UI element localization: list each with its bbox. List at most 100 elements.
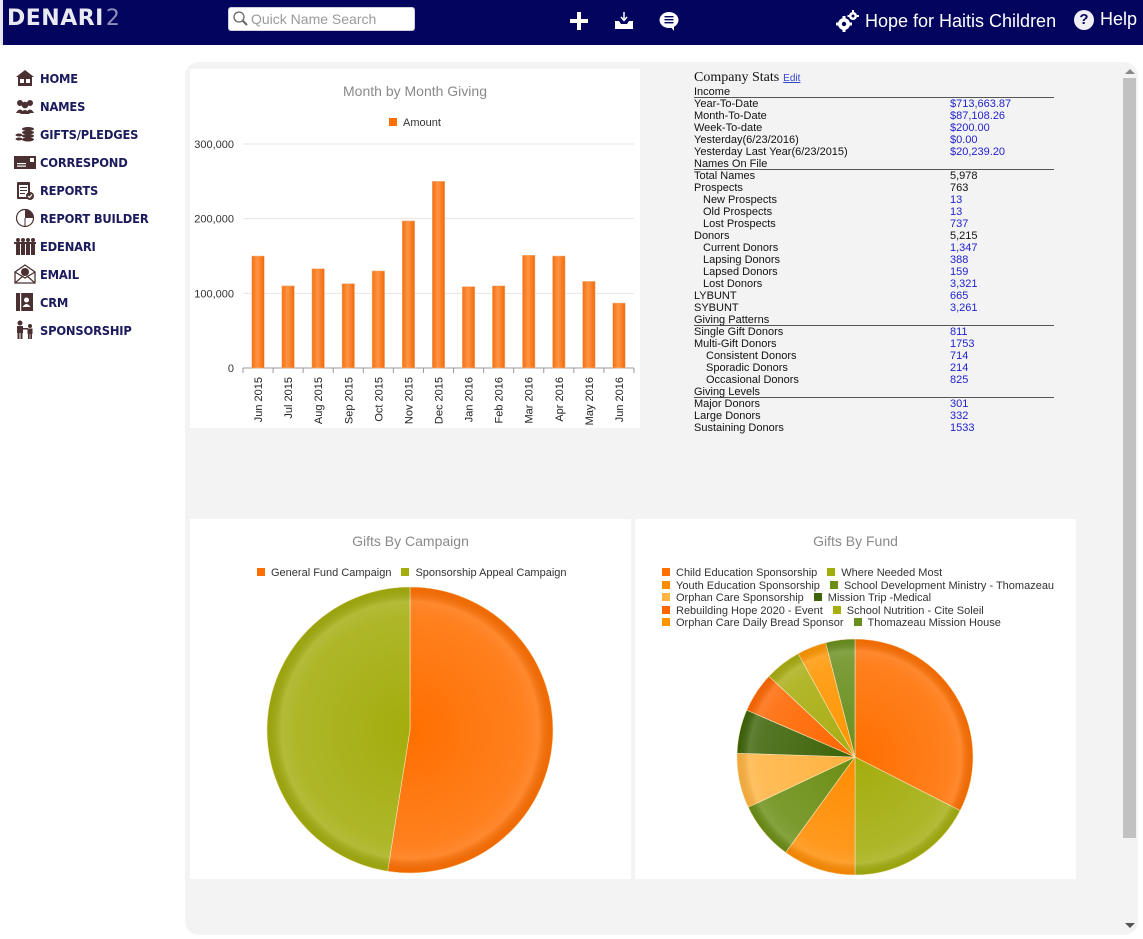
stats-label: Lost Donors <box>703 278 763 290</box>
stats-value[interactable]: 3,261 <box>950 302 978 314</box>
sidebar-item-label: EDENARI <box>40 238 96 254</box>
sidebar-item-reports[interactable]: REPORTS <box>14 176 179 204</box>
stats-row: Lost Prospects 737 <box>694 218 1054 230</box>
scrollbar-thumb[interactable] <box>1123 78 1136 838</box>
scroll-down-arrow-icon[interactable] <box>1125 923 1135 928</box>
organization-settings[interactable]: Hope for Haitis Children <box>835 10 1056 32</box>
bar-mar-2016[interactable] <box>522 255 536 369</box>
legend-swatch <box>662 568 670 576</box>
y-tick-label: 0 <box>228 363 234 375</box>
stats-row: Lost Donors 3,321 <box>694 278 1054 290</box>
stats-value[interactable]: 1753 <box>950 338 975 350</box>
stats-label: Yesterday(6/23/2016) <box>694 134 799 146</box>
stats-value[interactable]: 214 <box>950 362 969 374</box>
stats-value: 5,215 <box>950 230 978 242</box>
quick-name-search[interactable] <box>228 7 415 31</box>
envelope-open-icon <box>14 264 36 284</box>
sidebar-item-email[interactable]: EMAIL <box>14 260 179 288</box>
legend-item-thomazeau-mission-house[interactable]: Thomazeau Mission House <box>853 617 1001 630</box>
stats-value[interactable]: $20,239.20 <box>950 146 1006 158</box>
legend-label: School Development Ministry - Thomazeau <box>843 579 1055 592</box>
legend-item-general-fund-campaign[interactable]: General Fund Campaign <box>257 567 391 579</box>
bar-aug-2015[interactable] <box>311 268 325 369</box>
help-button[interactable]: ? Help <box>1074 9 1137 30</box>
legend-item-orphan-care-sponsorship[interactable]: Orphan Care Sponsorship <box>662 592 804 605</box>
quick-name-search-input[interactable] <box>251 11 411 27</box>
bar-jul-2015[interactable] <box>281 285 295 369</box>
legend-label: Orphan Care Sponsorship <box>676 592 804 605</box>
stats-row: Consistent Donors 714 <box>694 350 1054 362</box>
vertical-scrollbar[interactable] <box>1122 62 1138 935</box>
bar-jan-2016[interactable] <box>462 286 476 369</box>
legend-swatch <box>662 618 670 627</box>
stats-value[interactable]: 737 <box>950 218 969 230</box>
stats-section-names-on-file: Names On File <box>694 158 1054 170</box>
pie-slice-sponsorship-appeal-campaign[interactable] <box>266 586 411 872</box>
bar-oct-2015[interactable] <box>371 270 385 369</box>
sidebar-item-correspond[interactable]: CORRESPOND <box>14 148 179 176</box>
stats-value[interactable]: 301 <box>950 398 969 410</box>
scroll-up-arrow-icon[interactable] <box>1125 69 1135 74</box>
denari-logo[interactable]: DENARI2 <box>7 6 120 31</box>
legend-item-school-nutrition-cite-soleil[interactable]: School Nutrition - Cite Soleil <box>832 605 984 618</box>
stats-row: Large Donors 332 <box>694 410 1054 422</box>
download-tray-icon[interactable] <box>612 9 636 33</box>
chat-bubble-icon[interactable] <box>657 9 681 33</box>
bar-jun-2016[interactable] <box>612 302 626 369</box>
stats-value[interactable]: 1533 <box>950 422 975 434</box>
stats-label: New Prospects <box>703 194 777 206</box>
stats-value[interactable]: $87,108.26 <box>950 110 1006 122</box>
sidebar-item-sponsorship[interactable]: SPONSORSHIP <box>14 316 179 344</box>
stats-row: Multi-Gift Donors 1753 <box>694 338 1054 350</box>
legend-item-mission-trip-medical[interactable]: Mission Trip -Medical <box>813 592 931 605</box>
legend-item-amount[interactable]: Amount <box>389 117 441 129</box>
bar-dec-2015[interactable] <box>432 181 445 369</box>
stats-value[interactable]: $713,663.87 <box>950 98 1012 110</box>
edit-stats-link[interactable]: Edit <box>783 73 801 84</box>
sidebar-navigation: HOME NAMES GIFTS/PLEDGES CORRESPOND REPORTS R… <box>14 64 179 344</box>
organization-name[interactable]: Hope for Haitis Children <box>865 10 1057 31</box>
stats-row: Current Donors 1,347 <box>694 242 1054 254</box>
stats-value[interactable]: 811 <box>950 326 968 338</box>
stats-row: Single Gift Donors 811 <box>694 326 1054 338</box>
sidebar-item-crm[interactable]: CRM <box>14 288 179 316</box>
legend-item-where-needed-most[interactable]: Where Needed Most <box>827 567 942 580</box>
stats-value[interactable]: 3,321 <box>950 278 978 290</box>
bar-nov-2015[interactable] <box>401 220 415 369</box>
stats-value[interactable]: $200.00 <box>950 122 990 134</box>
stats-value[interactable]: 13 <box>950 206 963 218</box>
bar-may-2016[interactable] <box>582 281 596 369</box>
stats-value[interactable]: 13 <box>950 194 963 206</box>
plus-icon[interactable] <box>567 9 591 33</box>
sidebar-item-home[interactable]: HOME <box>14 64 179 92</box>
stats-value[interactable]: 665 <box>950 290 969 302</box>
stats-label: Prospects <box>694 182 743 194</box>
bar-feb-2016[interactable] <box>492 285 506 369</box>
sidebar-item-gifts-pledges[interactable]: GIFTS/PLEDGES <box>14 120 179 148</box>
legend-item-youth-education-sponsorship[interactable]: Youth Education Sponsorship <box>662 580 820 593</box>
bar-sep-2015[interactable] <box>341 283 355 369</box>
stats-value[interactable]: 714 <box>950 350 969 362</box>
x-tick-label: Nov 2015 <box>403 377 415 424</box>
help-label: Help <box>1100 9 1138 29</box>
legend-item-school-development-ministry-thomazeau[interactable]: School Development Ministry - Thomazeau <box>829 579 1055 593</box>
bar-jun-2015[interactable] <box>251 255 265 369</box>
pie-slice-general-fund-campaign[interactable] <box>387 586 554 874</box>
stats-value[interactable]: $0.00 <box>950 134 978 146</box>
legend-item-rebuilding-hope-2020-event[interactable]: Rebuilding Hope 2020 - Event <box>662 605 823 618</box>
stats-value[interactable]: 332 <box>950 410 969 422</box>
bar-apr-2016[interactable] <box>552 255 566 369</box>
stats-label: Occasional Donors <box>706 374 799 386</box>
sidebar-item-names[interactable]: NAMES <box>14 92 179 120</box>
sidebar-item-edenari[interactable]: EDENARI <box>14 232 179 260</box>
stats-value[interactable]: 825 <box>950 374 969 386</box>
stats-row: Yesterday(6/23/2016) $0.00 <box>694 134 1054 146</box>
legend-item-child-education-sponsorship[interactable]: Child Education Sponsorship <box>662 567 817 580</box>
stats-value[interactable]: 388 <box>950 254 969 266</box>
sidebar-item-report-builder[interactable]: REPORT BUILDER <box>14 204 179 232</box>
legend-item-orphan-care-daily-bread-sponsor[interactable]: Orphan Care Daily Bread Sponsor <box>662 617 844 630</box>
legend-item-sponsorship-appeal-campaign[interactable]: Sponsorship Appeal Campaign <box>401 567 567 579</box>
stats-value[interactable]: 159 <box>950 266 969 278</box>
gifts-by-fund-panel: Gifts By Fund Child Education Sponsorshi… <box>635 519 1076 879</box>
stats-value[interactable]: 1,347 <box>950 242 978 254</box>
